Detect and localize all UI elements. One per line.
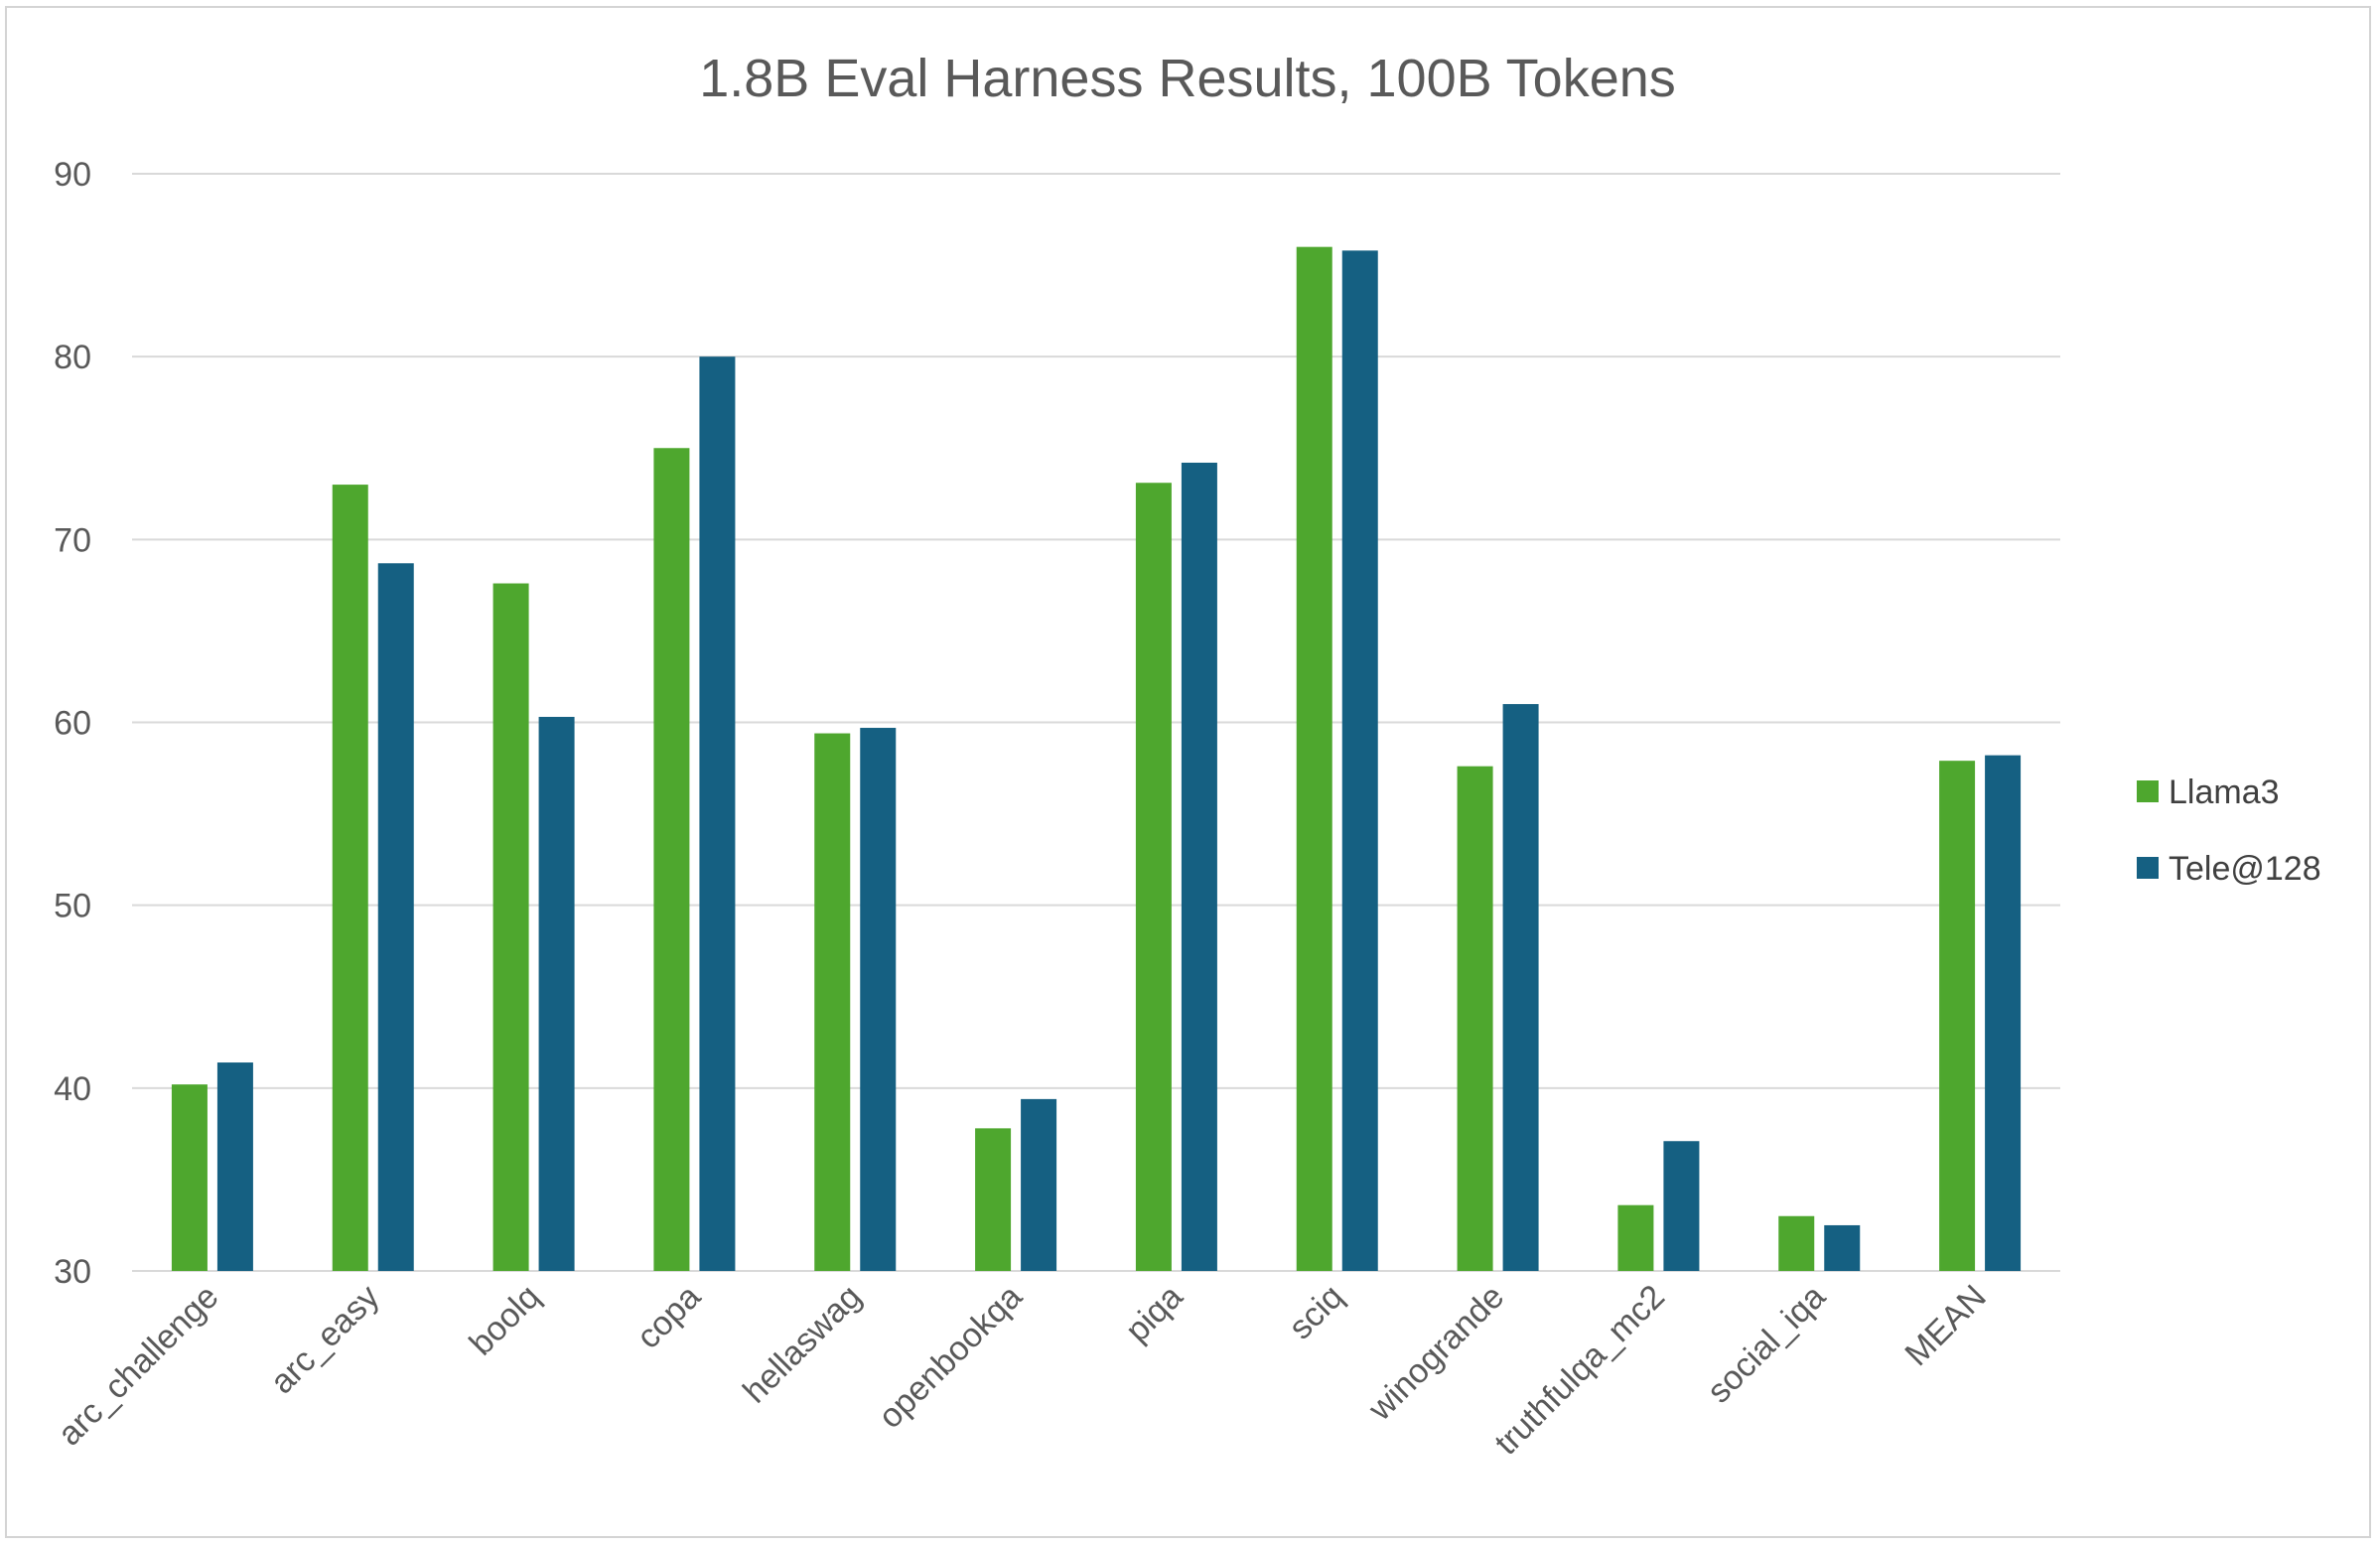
x-category-label: truthfulqa_mc2 (1487, 1278, 1672, 1463)
x-category-label: piqa (1118, 1278, 1190, 1349)
bar-llama3-hellaswag (814, 733, 851, 1271)
bar-tele-128-hellaswag (860, 728, 897, 1271)
bar-tele-128-social-iqa (1824, 1224, 1861, 1271)
x-category-label: social_iqa (1700, 1278, 1833, 1411)
bar-llama3-mean (1939, 761, 1976, 1271)
bars (171, 246, 2022, 1272)
y-tick-label: 50 (54, 888, 91, 925)
bar-tele-128-truthfulqa-mc2 (1663, 1141, 1700, 1271)
bar-llama3-sciq (1296, 246, 1332, 1272)
bar-llama3-truthfulqa-mc2 (1617, 1204, 1654, 1271)
bar-tele-128-arc-easy (377, 563, 414, 1271)
bar-tele-128-sciq (1341, 250, 1378, 1272)
chart-title: 1.8B Eval Harness Results, 100B Tokens (699, 49, 1676, 108)
y-tick-label: 60 (54, 705, 91, 743)
x-category-label: copa (630, 1278, 708, 1356)
bar-llama3-piqa (1135, 483, 1172, 1271)
bar-tele-128-arc-challenge (216, 1062, 253, 1271)
legend-swatch (2137, 857, 2159, 879)
bar-llama3-copa (653, 448, 690, 1271)
legend-swatch (2137, 780, 2159, 802)
x-category-label: openbookqa (872, 1278, 1030, 1436)
bar-llama3-arc-challenge (171, 1084, 208, 1271)
bar-llama3-arc-easy (332, 485, 368, 1271)
x-category-label: boolq (463, 1278, 548, 1363)
bar-tele-128-mean (1985, 755, 2022, 1271)
bar-llama3-winogrande (1457, 766, 1493, 1271)
bar-llama3-openbookqa (975, 1128, 1012, 1271)
bar-tele-128-winogrande (1502, 704, 1539, 1271)
y-tick-label: 70 (54, 521, 91, 559)
bar-tele-128-boolq (538, 716, 575, 1271)
legend-label: Tele@128 (2169, 850, 2321, 888)
legend-label: Llama3 (2169, 774, 2280, 811)
bar-llama3-social-iqa (1778, 1215, 1815, 1271)
bar-tele-128-piqa (1181, 462, 1217, 1271)
bar-tele-128-openbookqa (1021, 1098, 1057, 1271)
y-tick-label: 30 (54, 1253, 91, 1291)
gridlines (132, 173, 2060, 1272)
x-category-label: MEAN (1897, 1278, 1993, 1373)
y-axis-ticks: 30 40 50 60 70 80 90 (54, 156, 91, 1291)
x-category-label: arc_easy (263, 1278, 386, 1401)
y-tick-label: 90 (54, 156, 91, 194)
x-category-label: winogrande (1360, 1278, 1511, 1429)
x-category-label: arc_challenge (51, 1278, 226, 1454)
bar-llama3-boolq (492, 583, 529, 1271)
legend: Llama3 Tele@128 (2137, 774, 2321, 888)
y-tick-label: 40 (54, 1070, 91, 1108)
x-axis-categories: arc_challenge arc_easy boolq copa hellaswag o… (51, 1278, 1994, 1463)
x-category-label: sciq (1282, 1278, 1351, 1347)
bar-tele-128-copa (699, 356, 736, 1272)
x-category-label: hellaswag (736, 1278, 869, 1411)
y-tick-label: 80 (54, 339, 91, 376)
